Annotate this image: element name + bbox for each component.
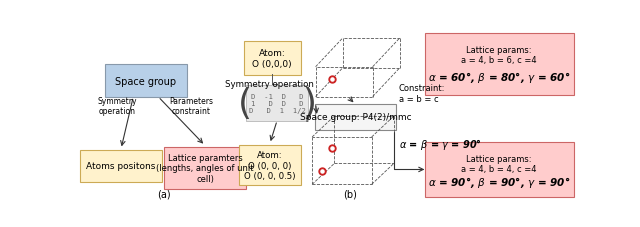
FancyBboxPatch shape — [425, 143, 573, 197]
FancyBboxPatch shape — [246, 86, 308, 122]
Text: (b): (b) — [344, 189, 357, 199]
Text: ): ) — [303, 87, 317, 121]
Text: Space group: Space group — [115, 76, 176, 86]
Text: Lattice paramters
(lengths, angles of unit
cell): Lattice paramters (lengths, angles of un… — [157, 153, 254, 183]
Text: Lattice params:
a = 4, b = 4, c =4: Lattice params: a = 4, b = 4, c =4 — [461, 154, 537, 173]
Text: Lattice params:
a = 4, b = 6, c =4: Lattice params: a = 4, b = 6, c =4 — [461, 46, 537, 65]
Text: Atom:
O (0,0,0): Atom: O (0,0,0) — [252, 49, 292, 68]
FancyBboxPatch shape — [239, 145, 301, 185]
FancyBboxPatch shape — [244, 42, 301, 75]
Text: Symmetry
operation: Symmetry operation — [97, 96, 137, 116]
Text: $\alpha$ = 90°, $\beta$ = 90°, $\gamma$ = 90°: $\alpha$ = 90°, $\beta$ = 90°, $\gamma$ … — [428, 174, 570, 189]
Text: Atoms positons: Atoms positons — [86, 162, 156, 171]
Text: (a): (a) — [157, 189, 171, 199]
FancyBboxPatch shape — [80, 151, 162, 182]
FancyBboxPatch shape — [315, 104, 396, 130]
Text: Symmetry operation: Symmetry operation — [225, 80, 314, 89]
Text: (: ( — [237, 87, 252, 121]
Text: $\alpha$ = $\beta$ = $\gamma$ = 90°: $\alpha$ = $\beta$ = $\gamma$ = 90° — [399, 136, 482, 151]
Text: Space group: P4(2)/mmc: Space group: P4(2)/mmc — [300, 113, 412, 122]
FancyBboxPatch shape — [164, 147, 246, 189]
Text: Constraint:
a = b = c: Constraint: a = b = c — [399, 84, 445, 103]
FancyBboxPatch shape — [105, 65, 187, 98]
FancyBboxPatch shape — [425, 34, 573, 95]
Text: $\alpha$ = 60°, $\beta$ = 80°, $\gamma$ = 60°: $\alpha$ = 60°, $\beta$ = 80°, $\gamma$ … — [428, 69, 570, 84]
Text: Atom:
O (0, 0, 0)
O (0, 0, 0.5): Atom: O (0, 0, 0) O (0, 0, 0.5) — [244, 151, 296, 180]
Text: Parameters
constraint: Parameters constraint — [170, 96, 214, 116]
Text: D  -1  D   D
1   D  D   D
D   D  1  1/2: D -1 D D 1 D D D D D 1 1/2 — [249, 94, 305, 114]
